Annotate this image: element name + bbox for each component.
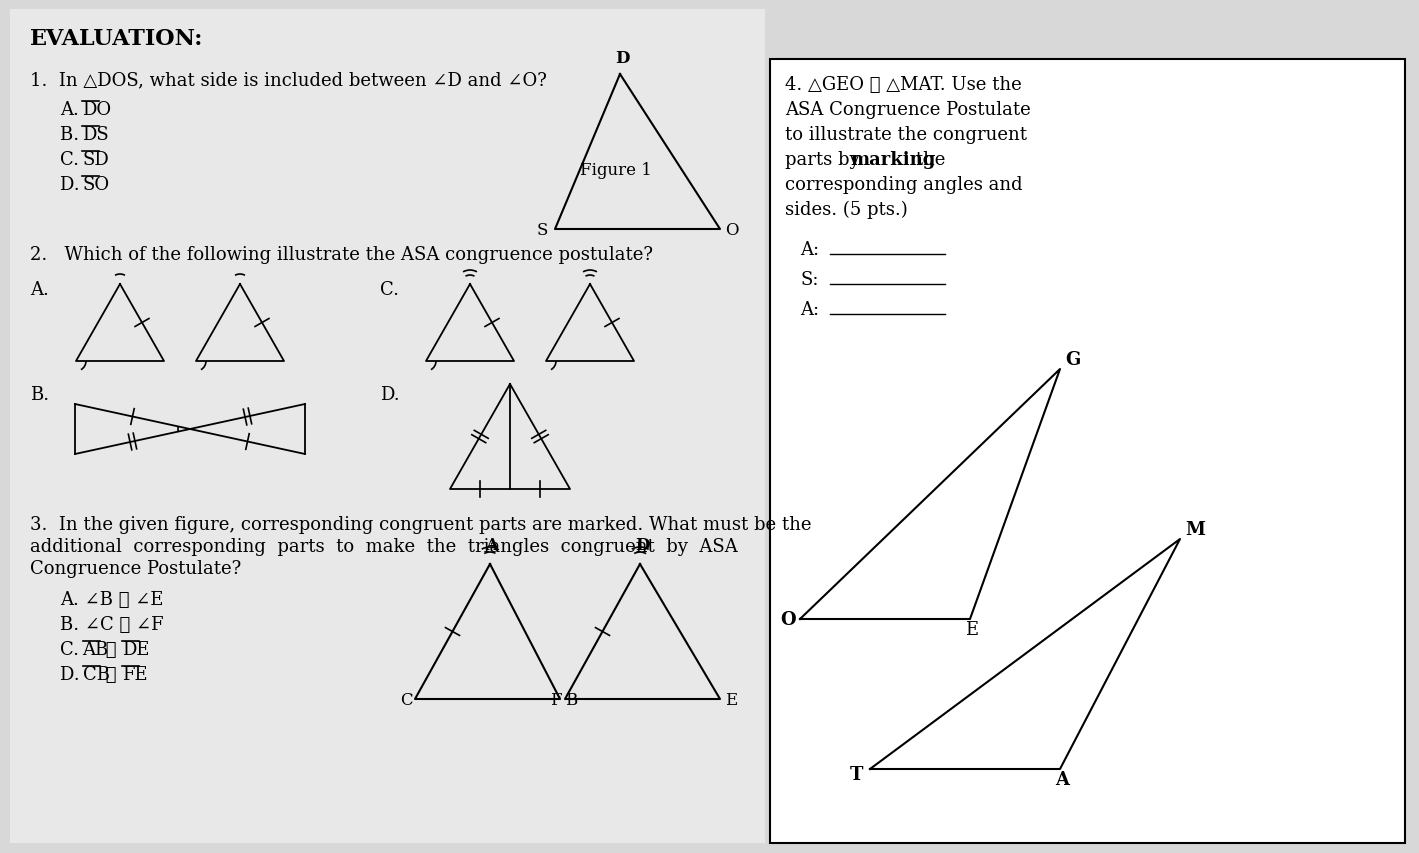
Text: D: D	[614, 50, 630, 67]
Text: to illustrate the congruent: to illustrate the congruent	[785, 126, 1027, 144]
Text: C.: C.	[60, 641, 85, 659]
Text: A.: A.	[60, 101, 85, 119]
Text: B. ∠C ≅ ∠F: B. ∠C ≅ ∠F	[60, 615, 163, 633]
Text: A: A	[485, 537, 498, 554]
Text: CB: CB	[82, 665, 109, 683]
Text: EVALUATION:: EVALUATION:	[30, 28, 203, 50]
Text: 3.  In the given figure, corresponding congruent parts are marked. What must be : 3. In the given figure, corresponding co…	[30, 515, 812, 533]
Text: Congruence Postulate?: Congruence Postulate?	[30, 560, 241, 577]
Text: C.: C.	[60, 151, 85, 169]
Text: A:: A:	[800, 300, 819, 319]
Text: E: E	[965, 620, 978, 638]
Text: M: M	[1185, 520, 1205, 538]
Bar	[771, 60, 1405, 843]
Text: parts by: parts by	[785, 151, 866, 169]
Text: ≅: ≅	[99, 641, 122, 659]
Text: the: the	[910, 151, 945, 169]
Text: D.: D.	[380, 386, 400, 403]
Text: B.: B.	[30, 386, 50, 403]
Text: DS: DS	[82, 126, 109, 144]
Text: ≅: ≅	[99, 665, 122, 683]
Text: E: E	[725, 691, 738, 708]
Text: B: B	[565, 691, 578, 708]
Text: AB: AB	[82, 641, 109, 659]
Text: F: F	[551, 691, 562, 708]
Text: ASA Congruence Postulate: ASA Congruence Postulate	[785, 101, 1030, 119]
Text: sides. (5 pts.): sides. (5 pts.)	[785, 200, 908, 218]
Text: D.: D.	[60, 176, 85, 194]
Text: S: S	[536, 222, 548, 239]
Text: D: D	[634, 537, 650, 554]
Text: C: C	[400, 691, 413, 708]
Text: 1.  In △DOS, what side is included between ∠D and ∠O?: 1. In △DOS, what side is included betwee…	[30, 71, 546, 89]
Text: corresponding angles and: corresponding angles and	[785, 176, 1023, 194]
Text: additional  corresponding  parts  to  make  the  triangles  congruent  by  ASA: additional corresponding parts to make t…	[30, 537, 738, 555]
Text: S:: S:	[800, 270, 819, 288]
Text: 4. △GEO ≅ △MAT. Use the: 4. △GEO ≅ △MAT. Use the	[785, 76, 1022, 94]
Text: A. ∠B ≅ ∠E: A. ∠B ≅ ∠E	[60, 590, 163, 608]
Text: C.: C.	[380, 281, 399, 299]
Text: B.: B.	[60, 126, 85, 144]
Text: A:: A:	[800, 241, 819, 258]
Text: O: O	[725, 222, 738, 239]
Text: O: O	[780, 610, 796, 629]
Text: DE: DE	[122, 641, 149, 659]
Text: G: G	[1066, 351, 1080, 368]
Text: T: T	[850, 765, 863, 783]
Text: 2.   Which of the following illustrate the ASA congruence postulate?: 2. Which of the following illustrate the…	[30, 246, 653, 264]
Text: A.: A.	[30, 281, 48, 299]
Text: DO: DO	[82, 101, 111, 119]
Text: FE: FE	[122, 665, 148, 683]
Text: SD: SD	[82, 151, 109, 169]
Text: A: A	[1054, 770, 1069, 788]
Text: D.: D.	[60, 665, 85, 683]
Bar	[10, 10, 765, 843]
Text: Figure 1: Figure 1	[580, 162, 651, 179]
Text: marking: marking	[850, 151, 935, 169]
Text: SO: SO	[82, 176, 109, 194]
